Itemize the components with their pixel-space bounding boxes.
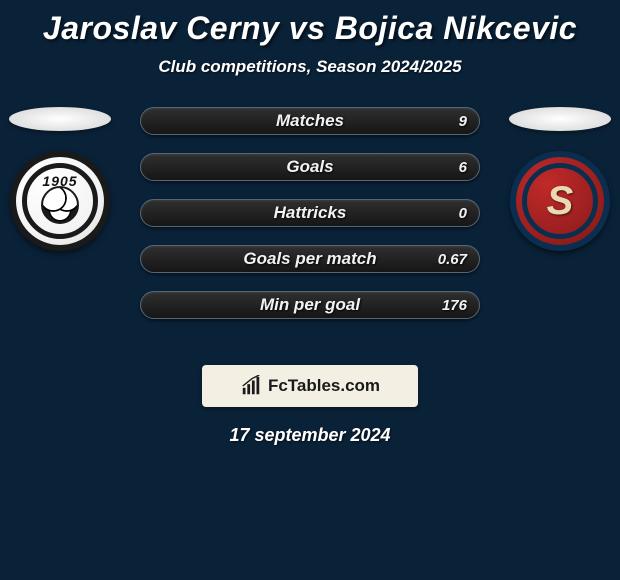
watermark: FcTables.com <box>202 365 418 407</box>
stat-bar: Min per goal176 <box>140 291 480 319</box>
stats-area: 1905 S Matches9 Goals6 Hattricks0 Goals per… <box>0 107 620 337</box>
player-left-col: 1905 <box>0 107 120 251</box>
stat-bar-value-right: 176 <box>442 292 467 318</box>
stat-bar-value-right: 6 <box>459 154 467 180</box>
player-left-name-oval <box>9 107 111 131</box>
stat-bars: Matches9Goals6Hattricks0Goals per match0… <box>140 107 480 319</box>
stat-bar-label: Hattricks <box>141 200 479 226</box>
page-title: Jaroslav Cerny vs Bojica Nikcevic <box>0 0 620 47</box>
stat-bar-value-right: 0.67 <box>438 246 467 272</box>
date-text: 17 september 2024 <box>0 425 620 446</box>
stat-bar-label: Matches <box>141 108 479 134</box>
stat-bar-label: Goals per match <box>141 246 479 272</box>
chart-icon <box>240 375 262 397</box>
player-right-name-oval <box>509 107 611 131</box>
stat-bar: Hattricks0 <box>140 199 480 227</box>
stat-bar-label: Min per goal <box>141 292 479 318</box>
stat-bar: Goals per match0.67 <box>140 245 480 273</box>
crest-left: 1905 <box>10 151 110 251</box>
stat-bar-label: Goals <box>141 154 479 180</box>
stat-bar-value-right: 9 <box>459 108 467 134</box>
stat-bar: Goals6 <box>140 153 480 181</box>
stat-bar: Matches9 <box>140 107 480 135</box>
player-right-col: S <box>500 107 620 251</box>
crest-right-letter: S <box>516 157 604 245</box>
soccer-ball-icon <box>41 186 79 224</box>
subtitle: Club competitions, Season 2024/2025 <box>0 57 620 77</box>
crest-right: S <box>510 151 610 251</box>
watermark-text: FcTables.com <box>268 376 380 396</box>
stat-bar-value-right: 0 <box>459 200 467 226</box>
